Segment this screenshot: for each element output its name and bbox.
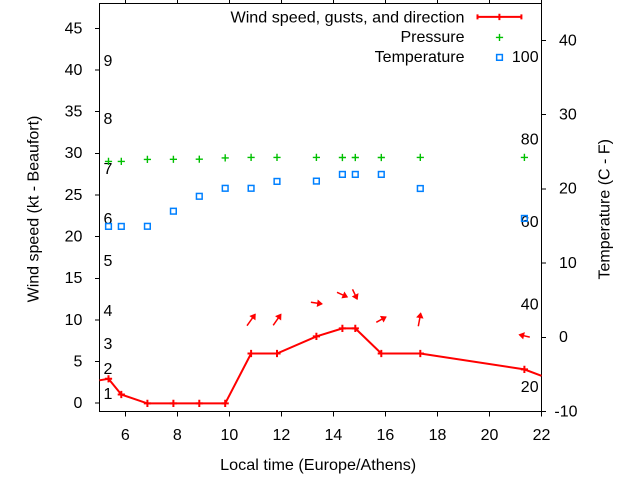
svg-text:-10: -10 [554,403,577,420]
svg-text:0: 0 [73,395,82,412]
svg-text:45: 45 [65,20,83,37]
svg-text:6: 6 [121,427,130,444]
svg-text:20: 20 [65,228,83,245]
svg-text:6: 6 [104,211,113,228]
svg-text:7: 7 [104,161,113,178]
svg-text:80: 80 [521,132,539,149]
svg-text:Pressure: Pressure [400,29,464,46]
svg-text:10: 10 [220,427,238,444]
svg-text:1: 1 [103,386,112,403]
svg-text:Temperature (C - F): Temperature (C - F) [596,139,613,279]
svg-text:3: 3 [103,336,112,353]
svg-text:35: 35 [65,104,83,121]
svg-text:30: 30 [65,145,83,162]
svg-text:60: 60 [521,214,539,231]
svg-text:Wind speed (kt - Beaufort): Wind speed (kt - Beaufort) [25,116,42,303]
svg-text:100: 100 [512,49,539,66]
svg-text:0: 0 [559,329,568,346]
svg-text:40: 40 [559,32,577,49]
svg-text:30: 30 [559,107,577,124]
svg-text:10: 10 [559,255,577,272]
svg-text:15: 15 [65,270,83,287]
svg-text:25: 25 [65,187,83,204]
svg-text:18: 18 [429,427,447,444]
svg-text:2: 2 [103,361,112,378]
svg-text:40: 40 [521,296,539,313]
svg-text:5: 5 [73,353,82,370]
svg-text:16: 16 [376,427,394,444]
svg-text:5: 5 [103,253,112,270]
svg-text:Temperature: Temperature [375,49,465,66]
svg-text:Wind speed, gusts, and directi: Wind speed, gusts, and direction [231,9,465,26]
svg-text:12: 12 [272,427,290,444]
svg-text:9: 9 [104,53,113,70]
svg-text:20: 20 [559,181,577,198]
svg-text:8: 8 [173,427,182,444]
svg-text:8: 8 [104,111,113,128]
svg-text:22: 22 [533,427,551,444]
svg-text:14: 14 [324,427,342,444]
svg-text:4: 4 [103,303,112,320]
svg-text:20: 20 [481,427,499,444]
svg-text:20: 20 [521,379,539,396]
svg-text:Local time (Europe/Athens): Local time (Europe/Athens) [220,457,416,474]
svg-text:10: 10 [65,312,83,329]
svg-text:40: 40 [65,62,83,79]
